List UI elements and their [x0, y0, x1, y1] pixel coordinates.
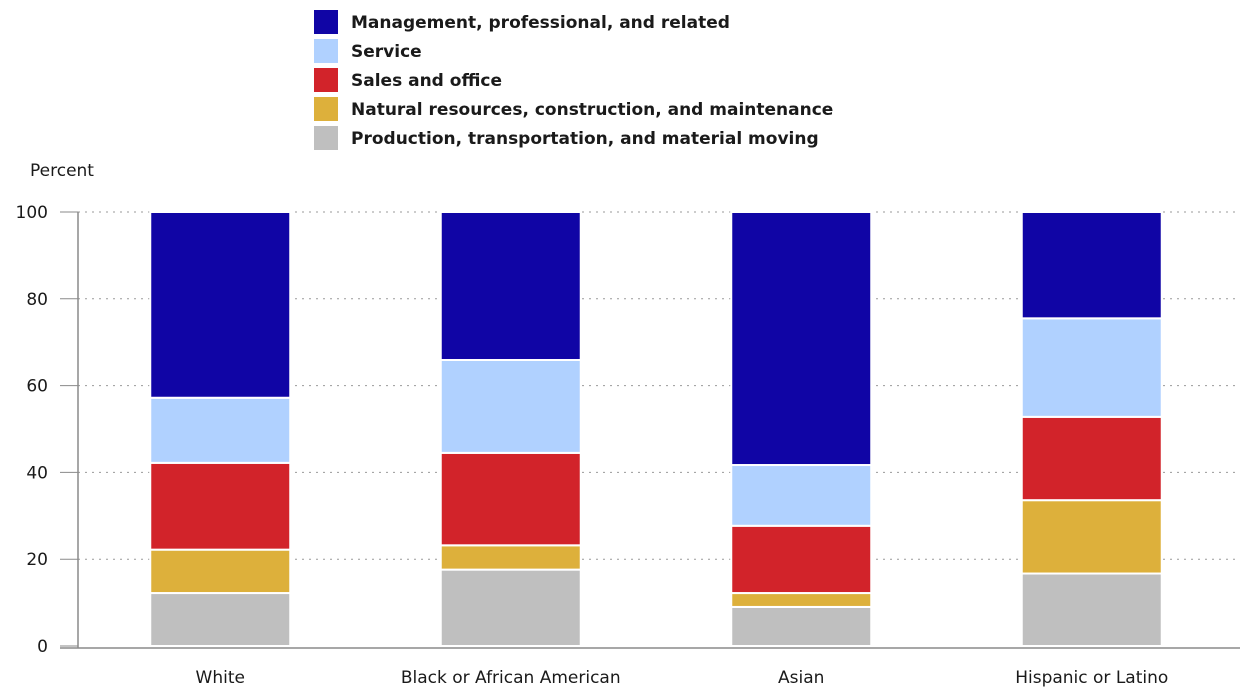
gridlines: [78, 211, 1240, 560]
bar-segment-2-2: [730, 524, 873, 595]
y-axis-label: Percent: [30, 161, 94, 181]
bar-segment-1-1: [439, 544, 582, 571]
bar-segment-3-0: [1020, 572, 1163, 647]
bar-segment-0-2: [149, 461, 292, 551]
legend-swatch-2: [314, 68, 338, 92]
bar-segment-1-0: [439, 568, 582, 648]
bar-segment-2-1: [730, 592, 873, 608]
bar-segment-1-4: [439, 211, 582, 361]
legend-swatch-0: [314, 126, 338, 150]
y-axis-ticks: 0 20 40 60 80 100: [16, 203, 78, 657]
legend-swatch-1: [314, 97, 338, 121]
legend-label-3: Service: [351, 42, 422, 62]
x-tick-label-1: Black or African American: [401, 668, 621, 687]
bar-segment-0-3: [149, 396, 292, 464]
bar-segment-0-4: [149, 211, 292, 399]
bar-segment-2-4: [730, 211, 873, 467]
y-tick-label-80: 80: [26, 290, 48, 310]
legend-label-1: Natural resources, construction, and mai…: [351, 100, 833, 120]
bar-segment-1-3: [439, 358, 582, 454]
y-tick-label-0: 0: [37, 637, 48, 657]
y-tick-label-60: 60: [26, 377, 48, 397]
legend-swatch-4: [314, 10, 338, 34]
bars: [149, 211, 1163, 648]
x-axis-ticks: White Black or African American Asian Hispa…: [196, 668, 1169, 687]
x-tick-label-0: White: [196, 668, 245, 687]
bar-segment-0-0: [149, 592, 292, 647]
bar-segment-3-2: [1020, 415, 1163, 502]
x-tick-label-3: Hispanic or Latino: [1015, 668, 1168, 687]
bar-segment-2-0: [730, 605, 873, 648]
legend-label-2: Sales and office: [351, 71, 502, 91]
legend-label-4: Management, professional, and related: [351, 13, 730, 33]
bar-segment-0-1: [149, 548, 292, 595]
bar-segment-3-1: [1020, 499, 1163, 575]
legend-swatch-3: [314, 39, 338, 63]
y-tick-label-40: 40: [26, 463, 48, 483]
bar-segment-1-2: [439, 451, 582, 547]
bar-segment-3-4: [1020, 211, 1163, 320]
bar-segment-2-3: [730, 464, 873, 527]
legend: Management, professional, and related Ser…: [314, 10, 833, 150]
y-tick-label-100: 100: [16, 203, 48, 223]
y-tick-label-20: 20: [26, 550, 48, 570]
x-tick-label-2: Asian: [778, 668, 824, 687]
bar-segment-3-3: [1020, 317, 1163, 418]
legend-label-0: Production, transportation, and material…: [351, 129, 819, 149]
